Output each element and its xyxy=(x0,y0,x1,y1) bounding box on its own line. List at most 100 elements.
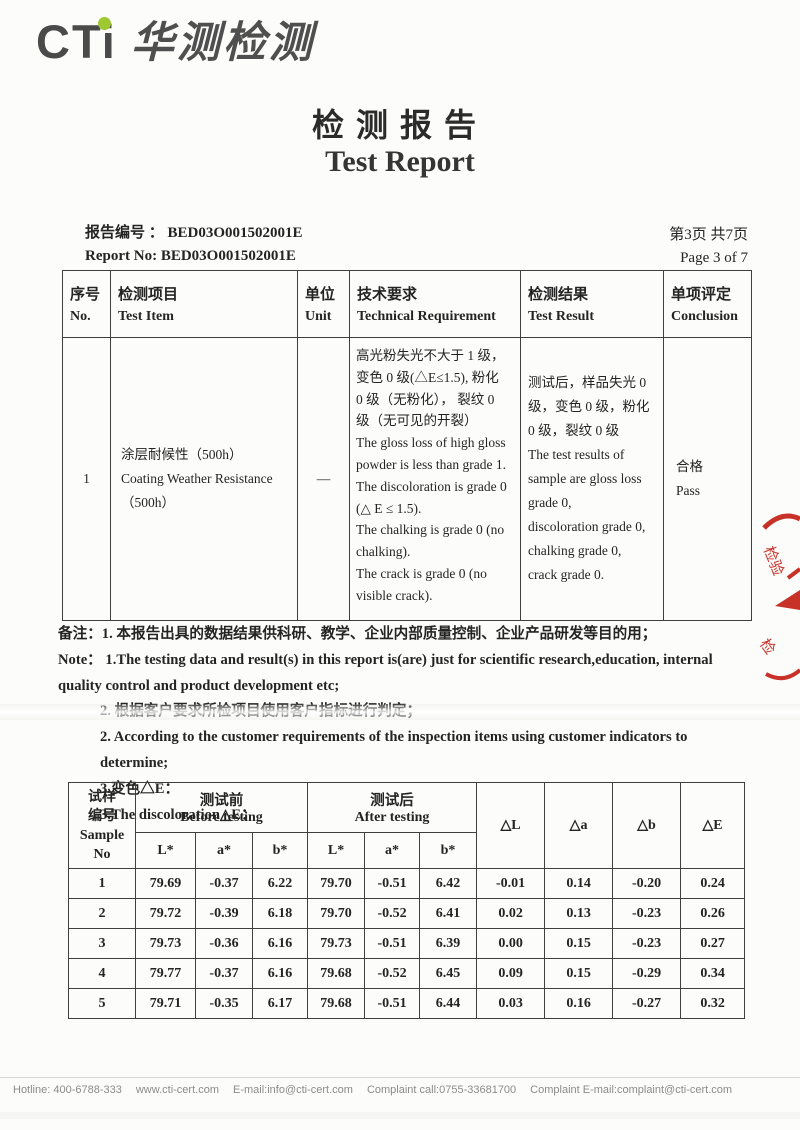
lab-table-cell: -0.37 xyxy=(195,868,253,899)
lab-table-cell: 2 xyxy=(68,898,136,929)
lab-table-cell: 6.42 xyxy=(419,868,478,899)
lab-table-cell: 1 xyxy=(68,868,136,899)
lab-table-cell: 79.68 xyxy=(307,958,366,989)
cell-conclusion: 合格 Pass xyxy=(663,337,752,621)
before-testing-en: Before testing xyxy=(180,810,263,825)
after-testing-en: After testing xyxy=(354,810,430,825)
column-header-technical-requirement: 技术要求 Technical Requirement xyxy=(349,270,521,338)
lab-table-cell: 79.68 xyxy=(307,988,366,1019)
lab-table-cell: 6.18 xyxy=(251,898,309,929)
page-indicator-en: Page 3 of 7 xyxy=(680,250,748,266)
header-conclusion-zh: 单项评定 xyxy=(671,287,732,303)
main-table-row: 1 涂层耐候性（500h） Coating Weather Resistance… xyxy=(62,337,752,621)
column-header-a-before: a* xyxy=(195,832,253,869)
header-item-en: Test Item xyxy=(118,309,174,324)
lab-table-cell: 0.16 xyxy=(544,988,614,1019)
lab-table-row: 2 79.72 -0.39 6.18 79.70 -0.52 6.41 0.02 0.13 -0.… xyxy=(68,898,746,929)
header-no-zh: 序号 xyxy=(70,287,101,303)
lab-table-cell: 0.09 xyxy=(476,958,546,989)
lab-table-cell: 79.73 xyxy=(135,928,196,959)
lab-table-cell: -0.23 xyxy=(612,928,682,959)
lab-table-cell: 6.41 xyxy=(419,898,478,929)
lab-table-cell: 0.24 xyxy=(680,868,746,899)
column-header-unit: 单位 Unit xyxy=(297,270,350,338)
column-header-b-after: b* xyxy=(419,832,478,869)
header-unit-zh: 单位 xyxy=(305,287,336,303)
lab-table-cell: -0.51 xyxy=(364,868,421,899)
footer-contact-bar: Hotline: 400-6788-333 www.cti-cert.com E… xyxy=(13,1084,797,1096)
column-header-l-after: L* xyxy=(307,832,366,869)
column-header-delta-e: △E xyxy=(680,782,746,869)
column-header-sample-no: 试样 编号 Sample No xyxy=(68,782,136,869)
page-title-en: Test Report xyxy=(325,145,475,178)
lab-table-cell: 6.44 xyxy=(419,988,478,1019)
header-req-en: Technical Requirement xyxy=(357,309,496,324)
discoloration-table: 试样 编号 Sample No 测试前 Before testing 测试后 A… xyxy=(68,782,746,1019)
lab-table-header-row-2: L* a* b* L* a* b* xyxy=(69,832,745,869)
lab-table-header-row-1: 试样 编号 Sample No 测试前 Before testing 测试后 A… xyxy=(68,782,746,869)
report-number-zh: 报告编号 ： BED03O001502001E xyxy=(85,225,303,241)
column-header-delta-a: △a xyxy=(544,782,614,869)
lab-table-row: 4 79.77 -0.37 6.16 79.68 -0.52 6.45 0.09 0.15 -0.… xyxy=(68,958,746,989)
header-req-zh: 技术要求 xyxy=(357,287,418,303)
lab-table-cell: 0.27 xyxy=(680,928,746,959)
note-line: 备注：1. 本报告出具的数据结果供科研、教学、企业内部质量控制、企业产品研发等目… xyxy=(58,626,657,642)
lab-table-cell: 0.26 xyxy=(680,898,746,929)
lab-table-cell: -0.35 xyxy=(195,988,253,1019)
lab-table-cell: -0.52 xyxy=(364,898,421,929)
footer-divider xyxy=(0,1077,800,1078)
lab-table-cell: 5 xyxy=(68,988,136,1019)
column-header-a-after: a* xyxy=(364,832,421,869)
lab-table-cell: 79.69 xyxy=(135,868,196,899)
stamp-char-icon: 检验 xyxy=(760,544,787,578)
stamp-char-icon: 检 xyxy=(758,636,779,658)
lab-table-cell: 79.70 xyxy=(307,868,366,899)
column-header-l-before: L* xyxy=(135,832,196,869)
lab-table-cell: 79.72 xyxy=(135,898,196,929)
page-indicator-block: 第3页 共7页 Page 3 of 7 xyxy=(669,224,748,270)
scan-seam xyxy=(0,1112,800,1119)
note-line: determine; xyxy=(100,754,169,771)
lab-table-cell: -0.01 xyxy=(476,868,546,899)
lab-table-row: 3 79.73 -0.36 6.16 79.73 -0.51 6.39 0.00 0.15 -0.… xyxy=(68,928,746,959)
report-number-block: 报告编号 ： BED03O001502001E Report No: BED03… xyxy=(85,222,303,268)
column-header-delta-b: △b xyxy=(612,782,682,869)
column-header-before-testing: 测试前 Before testing xyxy=(134,782,309,833)
footer-website: www.cti-cert.com xyxy=(135,1084,219,1096)
cti-logo-chinese: 华测检测 xyxy=(130,19,315,67)
header-conclusion-en: Conclusion xyxy=(671,309,738,324)
header-result-en: Test Result xyxy=(528,309,594,324)
lab-table-row: 1 79.69 -0.37 6.22 79.70 -0.51 6.42 -0.01 0.14 -0… xyxy=(68,868,746,899)
column-header-after-testing: 测试后 After testing xyxy=(307,782,478,833)
lab-table-cell: -0.52 xyxy=(364,958,421,989)
note-line: quality control and product development … xyxy=(58,677,340,694)
lab-table-cell: 0.14 xyxy=(544,868,614,899)
lab-table-cell: 6.17 xyxy=(251,988,309,1019)
cell-no: 1 xyxy=(62,337,111,621)
report-number-en: Report No: BED03O001502001E xyxy=(85,248,296,264)
lab-table-cell: 3 xyxy=(68,928,136,959)
scan-seam xyxy=(0,704,800,720)
footer-complaint-email: Complaint E-mail:complaint@cti-cert.com xyxy=(530,1084,733,1096)
footer-hotline: Hotline: 400-6788-333 xyxy=(13,1084,122,1096)
header-item-zh: 检测项目 xyxy=(118,287,179,303)
lab-table-cell: 6.16 xyxy=(251,928,309,959)
note-line: Note： 1.The testing data and result(s) i… xyxy=(58,651,713,668)
lab-table-cell: 79.71 xyxy=(135,988,196,1019)
footer-email: E-mail:info@cti-cert.com xyxy=(232,1084,353,1096)
cell-test-result: 测试后，样品失光 0 级，变色 0 级，粉化 0 级，裂纹 0 级 The te… xyxy=(520,337,664,621)
red-stamp-fragment: 检验 检 xyxy=(758,513,800,681)
lab-table-body: 1 79.69 -0.37 6.22 79.70 -0.51 6.42 -0.01 0.14 -0… xyxy=(68,868,746,1019)
header-unit-en: Unit xyxy=(305,309,332,324)
cell-requirement: 高光粉失光不大于 1 级， 变色 0 级(△E≤1.5), 粉化 0 级（无粉化… xyxy=(349,337,521,621)
lab-table-cell: 79.77 xyxy=(135,958,196,989)
footer-complaint-call: Complaint call:0755-33681700 xyxy=(366,1084,517,1096)
page-title-zh: 检测报告 xyxy=(311,107,488,143)
note-line: 2. According to the customer requirement… xyxy=(100,729,688,746)
main-result-table: 序号 No. 检测项目 Test Item 单位 Unit 技术要求 Techn… xyxy=(62,270,752,621)
column-header-no: 序号 No. xyxy=(62,270,111,338)
cell-unit: — xyxy=(297,337,350,621)
lab-table-cell: 0.03 xyxy=(476,988,546,1019)
lab-table-cell: -0.36 xyxy=(195,928,253,959)
